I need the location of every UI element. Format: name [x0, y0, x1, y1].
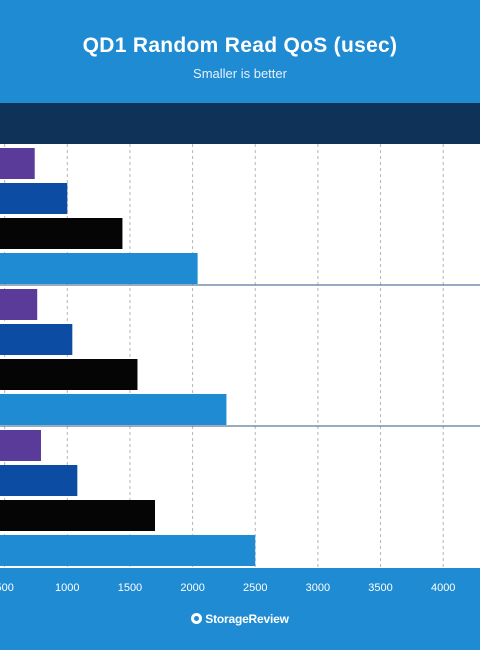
bar	[0, 148, 35, 179]
bar	[0, 324, 73, 355]
x-tick-label: 500	[0, 582, 14, 594]
x-tick-label: 3000	[306, 582, 330, 594]
brand-logo: StorageReview	[0, 612, 480, 626]
x-tick-label: 1000	[55, 582, 79, 594]
brand-name: StorageReview	[205, 612, 289, 626]
x-tick-label: 2500	[243, 582, 267, 594]
legend-band	[0, 103, 480, 144]
storagereview-logo-icon	[191, 613, 203, 624]
plot-area	[0, 144, 480, 568]
bar	[0, 465, 78, 496]
bar	[0, 394, 227, 425]
x-tick-label: 3500	[368, 582, 392, 594]
x-tick-label: 4000	[431, 582, 455, 594]
bar	[0, 535, 256, 566]
bar	[0, 218, 123, 249]
chart-title: QD1 Random Read QoS (usec)	[82, 34, 398, 57]
bar	[0, 183, 68, 214]
bar	[0, 253, 198, 284]
bar	[0, 430, 41, 461]
x-tick-label: 2000	[180, 582, 204, 594]
bar	[0, 500, 156, 531]
x-tick-label: 1500	[118, 582, 142, 594]
bar	[0, 359, 138, 390]
chart-subtitle: Smaller is better	[193, 66, 287, 81]
bar	[0, 289, 38, 320]
